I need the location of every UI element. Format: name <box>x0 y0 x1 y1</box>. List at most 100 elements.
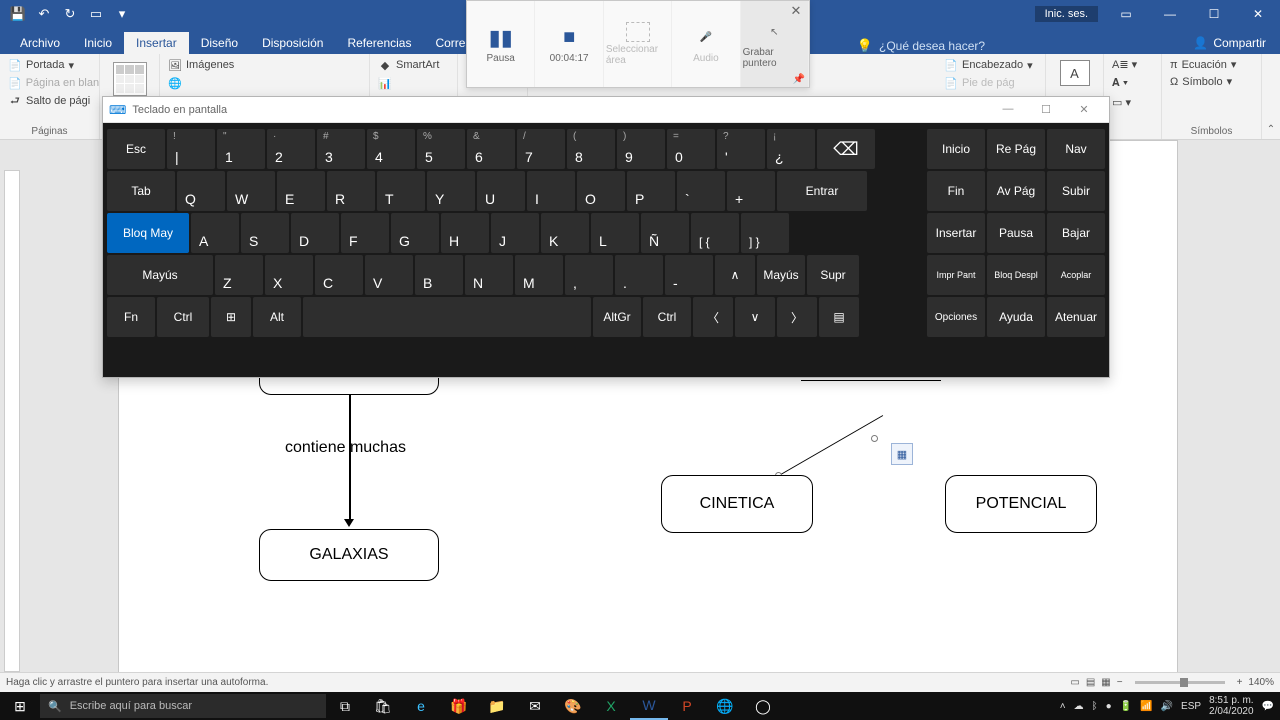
zoom-slider[interactable] <box>1135 681 1225 684</box>
key-[interactable]: ] } <box>741 213 789 253</box>
object-button[interactable]: ▭ ▾ <box>1110 95 1155 110</box>
onedrive-icon[interactable]: ☁ <box>1074 701 1084 712</box>
osk-minimize-icon[interactable]: — <box>989 103 1027 116</box>
osk-close-icon[interactable]: ✕ <box>1065 103 1103 116</box>
key-insertar[interactable]: Insertar <box>927 213 985 253</box>
ecuacion-button[interactable]: π Ecuación ▾ <box>1168 57 1255 72</box>
key-subir[interactable]: Subir <box>1047 171 1105 211</box>
key-q[interactable]: Q <box>177 171 225 211</box>
layout-options-icon[interactable]: ▦ <box>891 443 913 465</box>
dropcap-button[interactable]: A≣ ▾ <box>1110 57 1155 72</box>
key-w[interactable]: W <box>227 171 275 211</box>
gift-icon[interactable]: 🎁 <box>440 692 478 720</box>
key-ctrl[interactable]: Ctrl <box>157 297 209 337</box>
tab-inicio[interactable]: Inicio <box>72 32 124 54</box>
key-supr[interactable]: Supr <box>807 255 859 295</box>
notifications-icon[interactable]: 💬 <box>1262 701 1274 712</box>
tray-indicator-icon[interactable]: ● <box>1106 701 1112 712</box>
key-tab[interactable]: Tab <box>107 171 175 211</box>
key-inicio[interactable]: Inicio <box>927 129 985 169</box>
box-cinetica[interactable]: CINETICA <box>661 475 813 533</box>
taskbar-search[interactable]: 🔍 Escribe aquí para buscar <box>40 694 326 718</box>
view-print-icon[interactable]: ▤ <box>1086 677 1095 688</box>
key-k[interactable]: K <box>541 213 589 253</box>
key-entrar[interactable]: Entrar <box>777 171 867 211</box>
key-e[interactable]: E <box>277 171 325 211</box>
paint-icon[interactable]: 🎨 <box>554 692 592 720</box>
pie-pagina-button[interactable]: 📄Pie de pág <box>942 75 1039 91</box>
key-[interactable]: ∨ <box>735 297 775 337</box>
minimize-icon[interactable]: — <box>1148 0 1192 28</box>
undo-icon[interactable]: ↶ <box>32 3 56 25</box>
powerpoint-icon[interactable]: P <box>668 692 706 720</box>
key-mays[interactable]: Mayús <box>107 255 213 295</box>
stop-button[interactable]: ■ 00:04:17 <box>535 1 603 87</box>
portada-button[interactable]: 📄Portada ▾ <box>6 57 93 73</box>
wifi-icon[interactable]: 📶 <box>1140 701 1152 712</box>
key-6[interactable]: &6 <box>467 129 515 169</box>
signin-button[interactable]: Inic. ses. <box>1035 6 1098 22</box>
redo-icon[interactable]: ↻ <box>58 3 82 25</box>
pagina-blanco-button[interactable]: 📄Página en blan <box>6 75 93 91</box>
zoom-level[interactable]: 140% <box>1248 677 1274 688</box>
key-fn[interactable]: Fn <box>107 297 155 337</box>
line-handle-end[interactable] <box>871 435 878 442</box>
tray-up-icon[interactable]: ˄ <box>1060 701 1066 712</box>
key-[interactable]: ▤ <box>819 297 859 337</box>
key-d[interactable]: D <box>291 213 339 253</box>
key-c[interactable]: C <box>315 255 363 295</box>
key-l[interactable]: L <box>591 213 639 253</box>
key-[interactable]: - <box>665 255 713 295</box>
salto-pagina-button[interactable]: ⮐Salto de pági <box>6 93 93 109</box>
key-imprpant[interactable]: Impr Pant <box>927 255 985 295</box>
key-bloqmay[interactable]: Bloq May <box>107 213 189 253</box>
key-8[interactable]: (8 <box>567 129 615 169</box>
key-[interactable] <box>303 297 591 337</box>
key-[interactable]: , <box>565 255 613 295</box>
key-5[interactable]: %5 <box>417 129 465 169</box>
simbolo-button[interactable]: Ω Símbolo ▾ <box>1168 74 1255 89</box>
key-[interactable]: Ñ <box>641 213 689 253</box>
view-web-icon[interactable]: ▦ <box>1101 677 1110 688</box>
tab-referencias[interactable]: Referencias <box>335 32 423 54</box>
key-[interactable]: ⊞ <box>211 297 251 337</box>
key-fin[interactable]: Fin <box>927 171 985 211</box>
store-icon[interactable]: 🛍 <box>364 692 402 720</box>
tell-me[interactable]: 💡 ¿Qué desea hacer? <box>857 38 985 54</box>
key-u[interactable]: U <box>477 171 525 211</box>
battery-icon[interactable]: 🔋 <box>1120 701 1132 712</box>
key-[interactable]: ⌫ <box>817 129 875 169</box>
key-n[interactable]: N <box>465 255 513 295</box>
key-[interactable]: ?' <box>717 129 765 169</box>
clock[interactable]: 8:51 p. m. 2/04/2020 <box>1209 695 1254 717</box>
key-[interactable]: !| <box>167 129 215 169</box>
key-opciones[interactable]: Opciones <box>927 297 985 337</box>
key-repg[interactable]: Re Pág <box>987 129 1045 169</box>
close-icon[interactable]: ✕ <box>1236 0 1280 28</box>
excel-icon[interactable]: X <box>592 692 630 720</box>
key-s[interactable]: S <box>241 213 289 253</box>
touch-icon[interactable]: ▭ <box>84 3 108 25</box>
key-m[interactable]: M <box>515 255 563 295</box>
key-j[interactable]: J <box>491 213 539 253</box>
maximize-icon[interactable]: ☐ <box>1192 0 1236 28</box>
key-1[interactable]: "1 <box>217 129 265 169</box>
key-alt[interactable]: Alt <box>253 297 301 337</box>
key-p[interactable]: P <box>627 171 675 211</box>
key-3[interactable]: #3 <box>317 129 365 169</box>
qat-more-icon[interactable]: ▾ <box>110 3 134 25</box>
imagenes-linea-button[interactable]: 🌐 <box>166 75 363 91</box>
key-[interactable]: ¡¿ <box>767 129 815 169</box>
tab-diseno[interactable]: Diseño <box>189 32 250 54</box>
diagonal-connector[interactable] <box>779 415 883 476</box>
bluetooth-icon[interactable]: ᛒ <box>1092 701 1098 712</box>
key-i[interactable]: I <box>527 171 575 211</box>
key-y[interactable]: Y <box>427 171 475 211</box>
key-t[interactable]: T <box>377 171 425 211</box>
tab-disposicion[interactable]: Disposición <box>250 32 335 54</box>
language-indicator[interactable]: ESP <box>1181 701 1201 712</box>
key-v[interactable]: V <box>365 255 413 295</box>
start-button[interactable]: ⊞ <box>0 698 40 715</box>
key-4[interactable]: $4 <box>367 129 415 169</box>
key-ctrl[interactable]: Ctrl <box>643 297 691 337</box>
